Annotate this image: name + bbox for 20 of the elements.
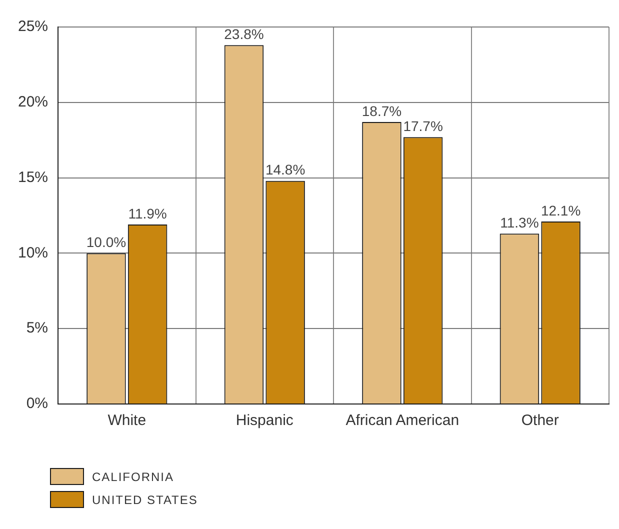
x-tick-label: Other <box>521 412 559 430</box>
data-label: 12.1% <box>540 202 581 218</box>
x-tick-label: African American <box>346 412 460 430</box>
y-tick-label: 10% <box>18 244 48 262</box>
y-tick-label: 15% <box>18 168 48 186</box>
y-tick-label: 5% <box>26 320 48 337</box>
data-label: 14.8% <box>265 162 306 178</box>
data-label: 11.9% <box>128 205 167 222</box>
data-label: 23.8% <box>224 26 264 42</box>
data-label: 11.3% <box>500 214 539 230</box>
legend-label: CALIFORNIA <box>92 470 174 484</box>
x-tick-label: Hispanic <box>236 412 294 430</box>
y-tick-label: 25% <box>18 18 48 36</box>
data-label: 10.0% <box>86 234 126 250</box>
y-tick-label: 0% <box>26 395 48 412</box>
x-tick-label: White <box>108 412 146 430</box>
data-label: 17.7% <box>403 118 443 134</box>
data-label: 18.7% <box>362 102 402 119</box>
y-tick-label: 20% <box>18 94 48 111</box>
legend-label: UNITED STATES <box>92 492 198 506</box>
